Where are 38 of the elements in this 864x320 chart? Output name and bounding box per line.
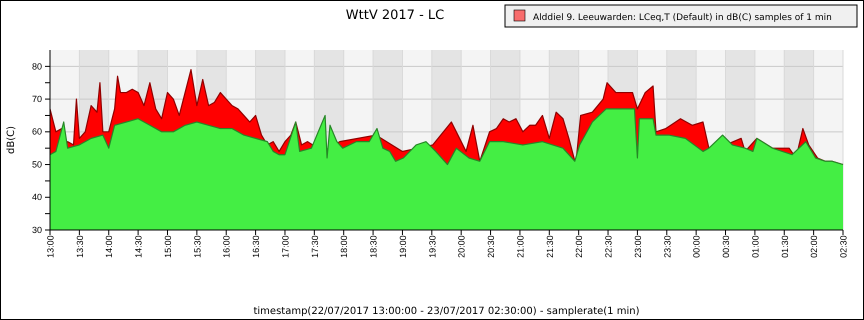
x-tick-label: 20:30 bbox=[486, 235, 496, 258]
x-tick-label: 17:00 bbox=[280, 235, 290, 258]
x-tick-label: 15:30 bbox=[192, 235, 202, 258]
x-tick-label: 22:30 bbox=[604, 235, 614, 258]
x-tick-label: 23:00 bbox=[632, 235, 643, 258]
y-tick-label: 60 bbox=[32, 126, 42, 137]
x-tick-label: 21:30 bbox=[544, 235, 555, 258]
x-tick-label: 16:30 bbox=[251, 235, 262, 258]
y-tick-label: 30 bbox=[32, 224, 42, 235]
x-tick-label: 16:00 bbox=[222, 235, 232, 258]
y-tick-label: 70 bbox=[32, 94, 42, 104]
x-tick-label: 15:00 bbox=[162, 235, 173, 258]
chart-title: WttV 2017 - LC bbox=[346, 8, 444, 23]
x-tick-label: 20:00 bbox=[456, 235, 467, 258]
x-tick-label: 13:30 bbox=[74, 235, 85, 258]
x-tick-label: 02:30 bbox=[838, 235, 848, 258]
y-axis-title: dB(C) bbox=[6, 126, 17, 154]
x-tick-label: 01:00 bbox=[750, 235, 760, 258]
x-tick-label: 01:30 bbox=[780, 235, 790, 258]
y-tick-label: 80 bbox=[32, 61, 42, 72]
x-tick-label: 23:30 bbox=[662, 235, 672, 258]
x-tick-label: 19:00 bbox=[398, 235, 408, 258]
y-tick-label: 50 bbox=[32, 159, 42, 170]
legend-label: Alddiel 9. Leeuwarden: LCeq,T (Default) in dB(C) samples of 1 min bbox=[533, 13, 832, 23]
y-tick-label: 40 bbox=[32, 192, 42, 202]
x-tick-label: 13:00 bbox=[46, 235, 56, 258]
x-tick-label: 00:30 bbox=[721, 235, 732, 258]
x-tick-label: 02:00 bbox=[809, 235, 820, 258]
x-tick-label: 00:00 bbox=[692, 235, 702, 258]
x-tick-label: 14:30 bbox=[134, 235, 144, 258]
x-tick-label: 21:00 bbox=[515, 235, 526, 258]
x-tick-label: 18:00 bbox=[339, 235, 350, 258]
x-tick-label: 19:30 bbox=[427, 235, 438, 258]
x-tick-label: 14:00 bbox=[104, 235, 114, 258]
x-tick-label: 22:00 bbox=[574, 235, 584, 258]
x-tick-label: 18:30 bbox=[368, 235, 379, 258]
x-axis-title: timestamp(22/07/2017 13:00:00 - 23/07/2017 02:30:00) - samplerate(1 min) bbox=[253, 306, 640, 317]
x-tick-label: 17:30 bbox=[310, 235, 320, 258]
